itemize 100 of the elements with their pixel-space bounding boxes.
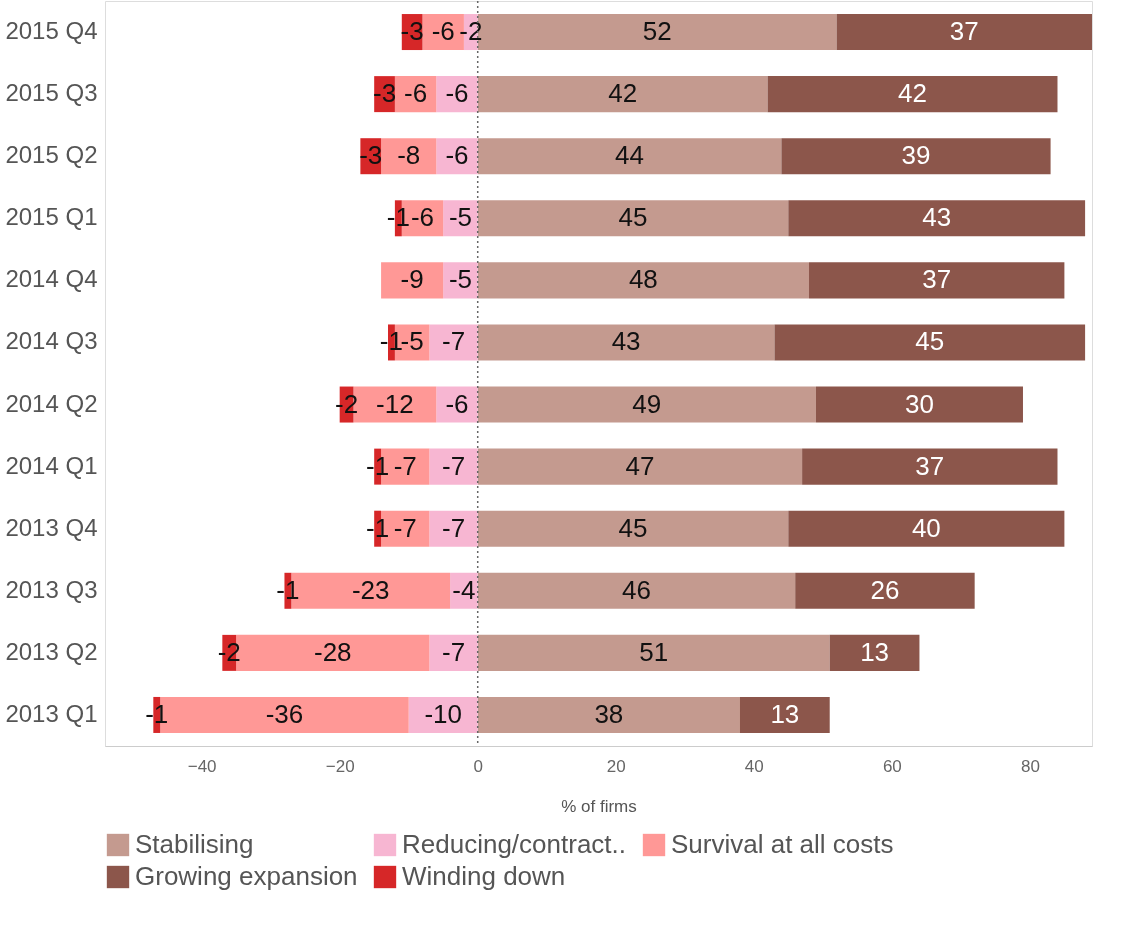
data-label: 40 <box>911 512 941 543</box>
legend-label: Winding down <box>402 861 566 891</box>
x-tick-label: 0 <box>473 756 483 776</box>
x-tick-label: 40 <box>744 756 764 776</box>
bar <box>477 138 782 175</box>
data-label: -7 <box>441 636 466 667</box>
data-label: -1 <box>276 574 300 605</box>
data-label: -7 <box>393 512 417 543</box>
bar <box>381 138 437 175</box>
y-tick-label: 2015 Q1 <box>5 203 98 231</box>
bar <box>809 262 1065 299</box>
bar <box>477 696 740 733</box>
data-label: 47 <box>625 450 655 481</box>
bar <box>739 696 830 733</box>
legend-label: Reducing/contract.. <box>402 829 627 859</box>
data-label: 42 <box>608 78 638 109</box>
data-label: 43 <box>611 326 641 357</box>
bar <box>477 200 789 237</box>
bar <box>477 634 830 671</box>
bar <box>429 634 478 671</box>
data-label: -1 <box>366 512 390 543</box>
bar <box>477 386 816 423</box>
y-tick-label: 2015 Q4 <box>5 17 98 45</box>
data-label: 37 <box>915 450 945 481</box>
data-label: -1 <box>366 450 390 481</box>
y-tick-label: 2014 Q1 <box>5 451 98 479</box>
data-label: -36 <box>265 698 304 729</box>
legend-label: Stabilising <box>135 829 254 859</box>
data-label: 37 <box>949 16 979 47</box>
bar <box>477 262 810 299</box>
data-label: -3 <box>372 78 397 109</box>
x-tick-label: 60 <box>882 756 902 776</box>
data-label: 46 <box>622 574 651 605</box>
data-label: -7 <box>441 512 466 543</box>
data-label: -2 <box>459 16 483 47</box>
y-tick-label: 2014 Q2 <box>5 389 98 417</box>
data-label: -6 <box>404 78 428 109</box>
y-tick-label: 2013 Q4 <box>5 513 98 541</box>
y-tick-label: 2013 Q2 <box>5 637 98 665</box>
data-label: 30 <box>904 388 934 419</box>
data-label: -23 <box>351 574 390 605</box>
x-tick-label: 80 <box>1020 756 1040 776</box>
x-axis-title: % of firms <box>561 796 637 816</box>
data-label: -4 <box>452 574 476 605</box>
data-label: -6 <box>445 140 469 171</box>
bar <box>788 510 1065 547</box>
data-label: -1 <box>379 326 403 357</box>
data-label: -5 <box>448 202 473 233</box>
data-label: 52 <box>642 16 672 47</box>
x-tick-label: 20 <box>606 756 626 776</box>
y-tick-label: 2013 Q1 <box>5 699 98 727</box>
data-label: 44 <box>615 140 645 171</box>
bar <box>381 262 444 299</box>
data-label: 13 <box>860 636 890 667</box>
data-label: -6 <box>445 78 469 109</box>
bar <box>477 448 803 485</box>
data-label: 45 <box>618 202 648 233</box>
x-tick-label: −40 <box>187 756 217 776</box>
bar <box>408 696 478 733</box>
data-label: -5 <box>400 326 424 357</box>
bar <box>795 572 975 609</box>
data-label: -1 <box>386 202 410 233</box>
bar <box>477 324 775 361</box>
data-label: -8 <box>397 140 421 171</box>
data-label: 43 <box>922 202 952 233</box>
data-label: -1 <box>145 698 169 729</box>
bar <box>477 510 789 547</box>
data-label: -6 <box>431 16 455 47</box>
bar <box>788 200 1086 237</box>
data-label: 39 <box>901 140 931 171</box>
y-tick-label: 2015 Q3 <box>5 79 98 107</box>
data-label: 13 <box>770 698 800 729</box>
bar <box>767 76 1058 113</box>
bar <box>802 448 1058 485</box>
bar <box>429 510 478 547</box>
y-tick-label: 2014 Q3 <box>5 327 98 355</box>
y-tick-label: 2014 Q4 <box>5 265 98 293</box>
y-tick-label: 2015 Q2 <box>5 141 98 169</box>
bar <box>836 14 1092 51</box>
data-label: -5 <box>448 264 473 295</box>
data-label: -7 <box>441 326 466 357</box>
data-label: 42 <box>898 78 928 109</box>
data-label: 26 <box>870 574 900 605</box>
bar <box>429 448 478 485</box>
data-label: -28 <box>313 636 352 667</box>
data-label: -6 <box>410 202 435 233</box>
data-label: -12 <box>376 388 414 419</box>
y-tick-label: 2013 Q3 <box>5 575 98 603</box>
data-label: -7 <box>441 450 466 481</box>
data-label: -7 <box>393 450 417 481</box>
bar <box>774 324 1086 361</box>
data-label: -9 <box>400 264 424 295</box>
bar <box>781 138 1051 175</box>
bar <box>429 324 478 361</box>
legend-label: Survival at all costs <box>671 829 894 859</box>
data-label: 48 <box>628 264 658 295</box>
data-label: 45 <box>915 326 945 357</box>
bar <box>829 634 920 671</box>
data-label: 49 <box>632 388 662 419</box>
data-label: 51 <box>639 636 669 667</box>
